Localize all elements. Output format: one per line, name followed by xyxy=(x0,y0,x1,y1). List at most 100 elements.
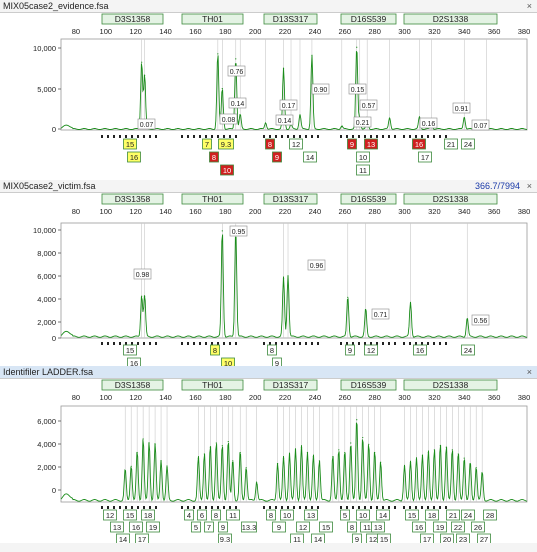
bin-marker xyxy=(415,506,417,509)
bin-marker xyxy=(205,506,207,509)
bin-marker xyxy=(287,506,289,509)
locus-label: D2S1338 xyxy=(433,380,469,390)
bin-marker xyxy=(223,342,225,345)
peak-point xyxy=(166,467,167,468)
bin-marker xyxy=(305,135,307,138)
bin-marker xyxy=(358,342,360,345)
allele-label: 16 xyxy=(416,346,424,355)
peak-point xyxy=(374,452,375,453)
victim-panel: MIX05case2_victim.fsa 366.7/7994 × D3S13… xyxy=(0,180,537,366)
close-icon[interactable]: × xyxy=(527,366,532,378)
bin-marker xyxy=(388,506,390,509)
allele-label: 11 xyxy=(363,523,371,532)
bin-marker xyxy=(125,342,127,345)
peak-point xyxy=(228,441,229,442)
bin-marker xyxy=(421,342,423,345)
allele-label: 16 xyxy=(415,140,423,149)
peak-point xyxy=(204,453,205,454)
bin-marker xyxy=(217,506,219,509)
ratio-label: 0.07 xyxy=(474,123,488,130)
bin-marker xyxy=(235,342,237,345)
allele-label: 14 xyxy=(314,535,322,543)
bin-marker xyxy=(131,135,133,138)
peak-point xyxy=(380,462,381,463)
bin-marker xyxy=(155,135,157,138)
x-tick-label: 80 xyxy=(72,393,80,402)
allele-label: 15 xyxy=(126,346,134,355)
bin-marker xyxy=(235,506,237,509)
x-tick-label: 200 xyxy=(249,207,262,216)
close-icon[interactable]: × xyxy=(527,0,532,12)
ratio-label: 0.07 xyxy=(140,122,154,129)
peak-point xyxy=(356,419,357,420)
x-tick-label: 280 xyxy=(368,207,381,216)
bin-marker xyxy=(352,506,354,509)
allele-label: 4 xyxy=(187,511,191,520)
bin-marker xyxy=(287,135,289,138)
bin-marker xyxy=(137,506,139,509)
bin-marker xyxy=(275,506,277,509)
bin-marker xyxy=(113,135,115,138)
allele-label: 15 xyxy=(380,535,388,543)
bin-marker xyxy=(445,135,447,138)
x-tick-label: 320 xyxy=(428,393,441,402)
peak-point xyxy=(365,309,366,310)
peak-point xyxy=(464,458,465,459)
bin-marker xyxy=(445,342,447,345)
bin-marker xyxy=(229,135,231,138)
peak-point xyxy=(137,452,138,453)
bin-marker xyxy=(382,135,384,138)
peak-point xyxy=(240,115,241,116)
allele-label: 10 xyxy=(283,511,291,520)
bin-marker xyxy=(199,506,201,509)
bin-marker xyxy=(346,135,348,138)
bin-marker xyxy=(394,135,396,138)
y-tick-label: 6,000 xyxy=(37,417,56,426)
x-tick-label: 220 xyxy=(279,27,292,36)
ratio-label: 0.95 xyxy=(232,229,246,236)
ladder-panel: Identifiler LADDER.fsa × D3S1358 TH01 D13S… xyxy=(0,366,537,543)
allele-label: 5 xyxy=(343,511,347,520)
peak-point xyxy=(141,296,142,297)
bin-marker xyxy=(340,135,342,138)
bin-marker xyxy=(275,135,277,138)
peak-point xyxy=(240,452,241,453)
trace-line xyxy=(61,235,527,338)
bin-marker xyxy=(269,506,271,509)
x-tick-label: 360 xyxy=(488,393,501,402)
y-tick-label: 4,000 xyxy=(37,295,56,304)
allele-label: 18 xyxy=(428,511,436,520)
allele-label: 12 xyxy=(369,535,377,543)
bin-marker xyxy=(137,135,139,138)
bin-marker xyxy=(107,135,109,138)
locus-label: D3S1358 xyxy=(115,194,151,204)
bin-marker xyxy=(131,506,133,509)
peak-point xyxy=(404,466,405,467)
bin-marker xyxy=(263,135,265,138)
x-tick-label: 140 xyxy=(159,27,172,36)
bin-marker xyxy=(403,342,405,345)
bin-marker xyxy=(131,342,133,345)
peak-point xyxy=(144,296,145,297)
x-tick-label: 380 xyxy=(518,207,531,216)
x-tick-label: 340 xyxy=(458,207,471,216)
bin-marker xyxy=(358,135,360,138)
bin-marker xyxy=(293,342,295,345)
bin-marker xyxy=(181,506,183,509)
bin-marker xyxy=(427,342,429,345)
allele-label: 24 xyxy=(464,511,472,520)
allele-label: 7 xyxy=(207,523,211,532)
close-icon[interactable]: × xyxy=(527,180,532,192)
peak-point xyxy=(235,58,236,59)
bin-marker xyxy=(181,342,183,345)
peak-point xyxy=(362,437,363,438)
ratio-label: 0.14 xyxy=(278,118,292,125)
allele-label: 9 xyxy=(350,140,354,149)
bin-marker xyxy=(193,506,195,509)
ratio-label: 0.08 xyxy=(222,117,236,124)
peak-point xyxy=(295,449,296,450)
bin-marker xyxy=(305,342,307,345)
